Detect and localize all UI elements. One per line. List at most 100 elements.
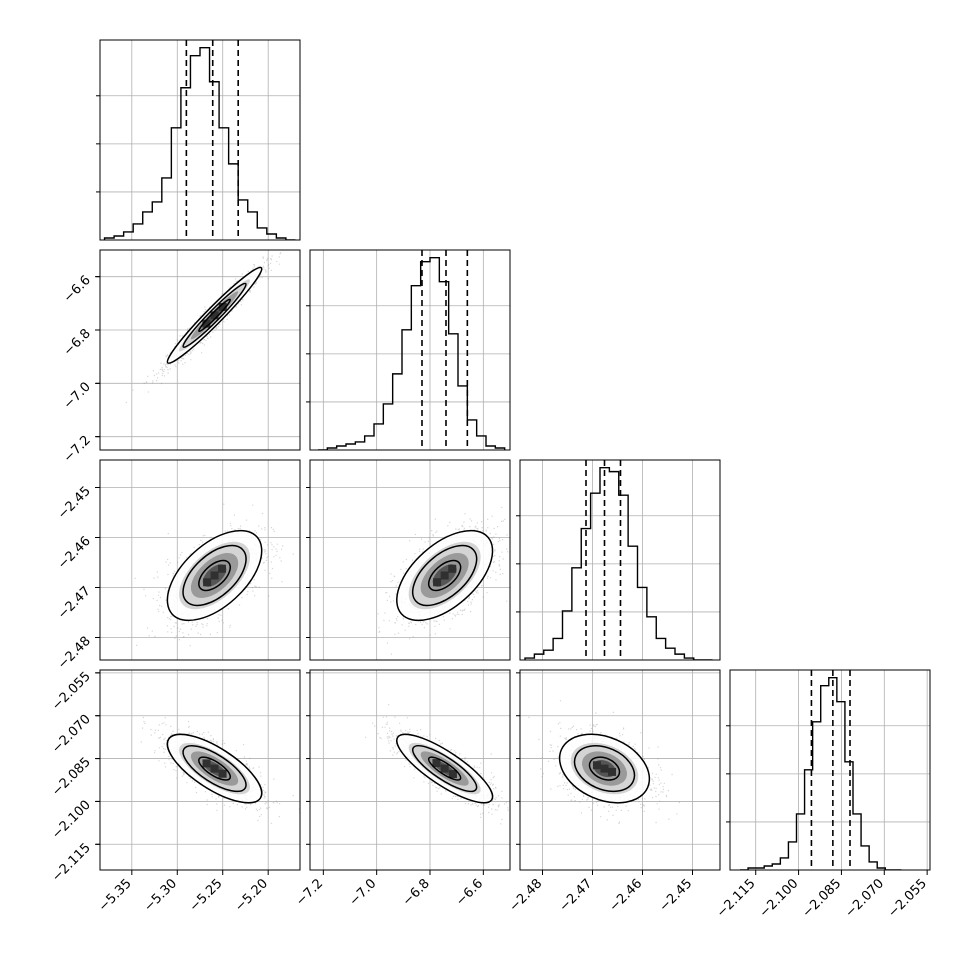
panel-plot-area — [310, 250, 510, 450]
y-tick-label: −2.100 — [49, 798, 94, 843]
x-tick-label: −7.0 — [347, 876, 380, 909]
density-cell — [592, 761, 601, 770]
density-cell — [202, 319, 211, 328]
panel-2-3 — [519, 669, 721, 871]
contour-line — [558, 733, 651, 804]
density-cell — [440, 571, 449, 580]
panel-1-2 — [309, 459, 511, 661]
y-tick-label: −2.085 — [49, 755, 94, 800]
panel-1-1 — [306, 249, 511, 451]
panel-plot-area — [100, 250, 300, 450]
y-tick-label: −2.115 — [49, 841, 94, 886]
x-tick-label: −5.20 — [232, 876, 271, 915]
contour-line — [588, 756, 621, 781]
panel-0-3 — [99, 669, 301, 871]
panel-frame — [99, 39, 301, 241]
density-cell — [433, 578, 442, 587]
contour-line — [573, 745, 636, 793]
panel-frame — [99, 249, 301, 451]
panel-frame — [99, 459, 301, 661]
density-cell — [448, 770, 457, 779]
panel-plot-area — [100, 40, 300, 240]
contour-line — [166, 733, 263, 804]
x-tick-label: −2.070 — [842, 876, 887, 921]
y-tick-label: −7.0 — [61, 380, 94, 413]
x-tick-label: −2.45 — [657, 876, 696, 915]
panel-3-3 — [726, 669, 931, 871]
x-tick-label: −2.48 — [507, 876, 546, 915]
contour-line — [166, 529, 263, 622]
x-tick-label: −2.47 — [557, 876, 596, 915]
contour-line — [396, 529, 494, 622]
panel-1-3 — [309, 669, 511, 871]
panel-frame — [519, 459, 721, 661]
panel-plot-area — [520, 460, 720, 660]
panel-plot-area — [310, 460, 510, 660]
x-tick-label: −2.055 — [885, 876, 930, 921]
y-tick-label: −6.8 — [61, 326, 94, 359]
panel-plot-area — [730, 670, 930, 870]
density-cell — [217, 564, 226, 573]
x-tick-label: −7.2 — [293, 876, 326, 909]
panel-frame — [729, 669, 931, 871]
panel-plot-area — [310, 670, 510, 870]
x-tick-label: −6.6 — [453, 876, 486, 909]
panel-frame — [309, 249, 511, 451]
x-tick-label: −5.35 — [96, 876, 135, 915]
y-tick-label: −2.45 — [55, 484, 94, 523]
histogram-step — [740, 676, 902, 870]
density-cell — [210, 764, 219, 773]
contour-line — [396, 733, 494, 804]
y-tick-label: −2.47 — [55, 584, 94, 623]
panel-0-1 — [99, 249, 301, 451]
density-cell — [448, 564, 457, 573]
density-cell — [218, 302, 227, 311]
panel-plot-area — [520, 670, 720, 870]
contour-line — [182, 282, 247, 349]
panel-frame — [99, 669, 301, 871]
panel-0-0 — [96, 39, 301, 241]
x-tick-label: −2.100 — [757, 876, 802, 921]
y-tick-label: −2.055 — [49, 669, 94, 714]
density-cell — [218, 769, 227, 778]
histogram-step — [524, 466, 713, 660]
y-tick-label: −2.46 — [55, 534, 94, 573]
density-cell — [432, 759, 441, 768]
x-tick-label: −2.46 — [607, 876, 646, 915]
panel-plot-area — [100, 670, 300, 870]
contour-line — [182, 745, 247, 793]
density-cell — [202, 759, 211, 768]
density-cell — [600, 764, 609, 773]
panel-0-2 — [99, 459, 301, 661]
panel-frame — [309, 669, 511, 871]
panel-2-2 — [516, 459, 721, 661]
contour-line — [198, 756, 232, 781]
contour-line — [427, 559, 462, 592]
panel-frame — [519, 669, 721, 871]
panel-plot-area — [100, 460, 300, 660]
y-tick-label: −2.48 — [55, 634, 94, 673]
contour-line — [182, 544, 247, 607]
contour-line — [411, 544, 478, 607]
contour-line — [411, 745, 478, 793]
y-tick-label: −2.070 — [49, 712, 94, 757]
contour-line — [198, 559, 232, 592]
contour-line — [166, 266, 263, 364]
panel-frame — [309, 459, 511, 661]
x-tick-label: −2.085 — [800, 876, 845, 921]
density-cell — [210, 311, 219, 320]
contour-line — [198, 298, 232, 333]
density-cell — [203, 578, 212, 587]
density-cell — [608, 767, 617, 776]
x-tick-label: −6.8 — [400, 876, 433, 909]
x-tick-label: −5.30 — [141, 876, 180, 915]
histogram-step — [318, 256, 506, 450]
density-cell — [440, 764, 449, 773]
contour-line — [427, 756, 462, 781]
x-tick-label: −2.115 — [714, 876, 759, 921]
y-tick-label: −6.6 — [61, 273, 94, 306]
x-tick-label: −5.25 — [187, 876, 226, 915]
y-tick-label: −7.2 — [61, 433, 94, 466]
histogram-step — [103, 46, 296, 240]
